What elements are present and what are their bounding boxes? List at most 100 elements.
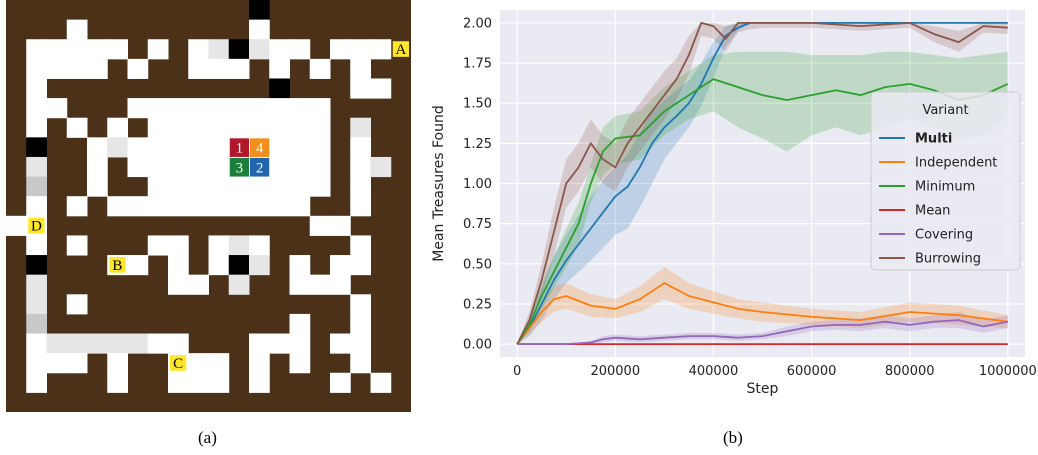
maze-cell [208, 353, 230, 374]
legend-entry-covering: Covering [915, 228, 973, 243]
maze-cell [168, 196, 189, 217]
maze-cell [289, 255, 311, 276]
y-tick-label: 1.25 [463, 137, 492, 152]
maze-cell [269, 137, 290, 158]
panel-a-caption: (a) [198, 428, 217, 447]
maze-cell [350, 313, 371, 335]
maze-cell [127, 98, 149, 119]
treasure-label: D [31, 219, 42, 235]
maze-cell [188, 372, 209, 393]
maze-cell [350, 333, 371, 354]
maze-cell [66, 235, 88, 256]
maze-cell [168, 156, 189, 178]
maze-cell [289, 333, 311, 354]
maze-cell [188, 156, 209, 178]
maze-cell [127, 58, 149, 79]
treasure-label: C [173, 356, 183, 372]
maze-cell [188, 274, 209, 295]
maze-cell [269, 117, 290, 138]
maze-cell [289, 176, 311, 197]
maze-cell [208, 255, 230, 276]
maze-cell [350, 117, 371, 138]
maze-cell [269, 333, 290, 354]
x-tick-label: 400000 [689, 364, 739, 379]
maze-cell [46, 58, 68, 79]
maze-cell [87, 137, 108, 158]
maze-cell [26, 39, 47, 60]
maze-cell [208, 235, 230, 256]
y-axis-label: Mean Treasures Found [431, 105, 447, 261]
maze-cell [269, 39, 290, 60]
maze-cell [208, 137, 230, 158]
agent-4: 4 [250, 138, 270, 157]
maze-cell [188, 176, 209, 197]
maze-cell [309, 137, 331, 158]
maze-cell [127, 137, 149, 158]
maze-cell [107, 372, 128, 393]
maze-cell [228, 235, 250, 256]
maze-cell [330, 215, 351, 236]
maze-cell [289, 353, 311, 374]
maze-cell [228, 39, 250, 60]
maze-cell [26, 78, 47, 99]
maze-cell [26, 176, 47, 197]
maze-cell [350, 58, 371, 79]
maze-cell [370, 372, 392, 393]
maze-cell [330, 274, 351, 295]
maze-cell [208, 156, 230, 178]
maze-cell [269, 176, 290, 197]
maze-cell [26, 196, 47, 217]
maze-cell [350, 39, 371, 60]
agent-label: 4 [256, 141, 264, 157]
maze-cell [87, 176, 108, 197]
maze-cell [168, 117, 189, 138]
maze-cell [188, 353, 209, 374]
maze-cell [309, 98, 331, 119]
band-multi [517, 22, 1008, 345]
maze-cell [370, 39, 392, 60]
x-tick-label: 600000 [787, 364, 837, 379]
maze-cell [228, 117, 250, 138]
maze-cell [249, 19, 270, 40]
maze-cell [46, 333, 68, 354]
maze-cell [147, 98, 169, 119]
maze-cell [330, 372, 351, 393]
maze-cell [249, 196, 270, 217]
maze-cell [208, 176, 230, 197]
maze-cell [168, 333, 189, 354]
maze-cell [228, 98, 250, 119]
maze-cell [147, 156, 169, 178]
maze-cell [350, 156, 371, 178]
maze-cell [46, 98, 68, 119]
maze-cell [188, 39, 209, 60]
maze-cell [87, 58, 108, 79]
maze-cell [188, 117, 209, 138]
agent-1: 1 [229, 138, 249, 157]
maze-cell [309, 176, 331, 197]
maze-cell [26, 294, 47, 315]
maze-cell [289, 39, 311, 60]
maze-cell [107, 353, 128, 374]
maze-cell [66, 196, 88, 217]
legend-entry-minimum: Minimum [915, 180, 975, 195]
maze-cell [350, 294, 371, 315]
agent-label: 3 [236, 160, 244, 176]
maze-cell [249, 235, 270, 256]
maze-cell [168, 137, 189, 158]
maze-cell [249, 39, 270, 60]
maze-cell [66, 117, 88, 138]
maze-cell [188, 98, 209, 119]
maze-cell [147, 176, 169, 197]
maze-cell [350, 255, 371, 276]
maze-cell [6, 215, 27, 236]
y-tick-label: 1.75 [463, 57, 492, 72]
y-tick-label: 0.50 [463, 257, 492, 272]
maze-cell [127, 255, 149, 276]
x-tick-label: 0 [513, 364, 521, 379]
maze-cell [107, 39, 128, 60]
maze-cell [208, 196, 230, 217]
x-tick-label: 200000 [590, 364, 640, 379]
maze-cell [26, 156, 47, 178]
y-tick-label: 0.25 [463, 297, 492, 312]
